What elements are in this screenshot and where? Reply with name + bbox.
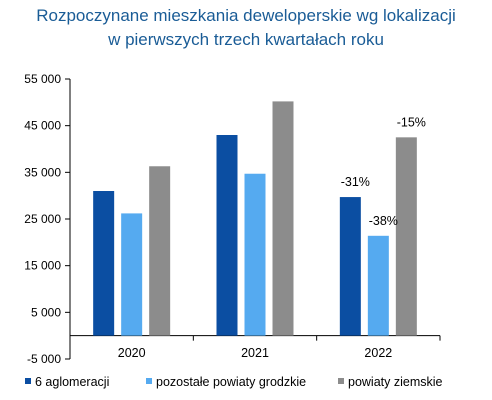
chart-title-line-2: w pierwszych trzech kwartałach roku <box>108 30 384 49</box>
y-tick-label: -5 000 <box>27 352 61 366</box>
bar <box>395 137 417 336</box>
x-tick-label: 2021 <box>241 346 269 360</box>
legend-swatch <box>338 378 344 384</box>
chart-title-line-1: Rozpoczynane mieszkania deweloperskie wg… <box>36 6 456 25</box>
bar <box>272 101 294 336</box>
y-tick-label: 55 000 <box>24 72 61 86</box>
legend-label: powiaty ziemskie <box>348 375 443 389</box>
bar-annotation: -15% <box>397 115 426 129</box>
y-tick-label: 35 000 <box>24 165 61 179</box>
x-tick-label: 2022 <box>364 346 392 360</box>
y-tick-label: 5 000 <box>31 305 61 319</box>
bar-annotation: -38% <box>369 214 398 228</box>
bar <box>244 173 266 336</box>
bar <box>93 191 115 336</box>
labels-layer: 2020 2021 2022 -31% -38% -15% <box>118 115 426 360</box>
x-tick-label: 2020 <box>118 346 146 360</box>
y-tick-label: 25 000 <box>24 212 61 226</box>
legend-swatch <box>25 378 31 384</box>
bar-annotation: -31% <box>341 175 370 189</box>
bar <box>367 235 389 336</box>
y-tick-label: 15 000 <box>24 259 61 273</box>
legend-swatch <box>146 378 152 384</box>
legend-label: pozostałe powiaty grodzkie <box>156 375 306 389</box>
legend: 6 aglomeracji pozostałe powiaty grodzkie p… <box>25 375 443 389</box>
legend-label: 6 aglomeracji <box>35 375 109 389</box>
bar <box>149 166 171 336</box>
bar <box>339 197 361 336</box>
chart-title: Rozpoczynane mieszkania deweloperskie wg… <box>0 4 492 52</box>
y-tick-label: 45 000 <box>24 119 61 133</box>
bar <box>121 213 143 336</box>
bars-layer <box>93 101 417 336</box>
bar <box>216 135 238 336</box>
